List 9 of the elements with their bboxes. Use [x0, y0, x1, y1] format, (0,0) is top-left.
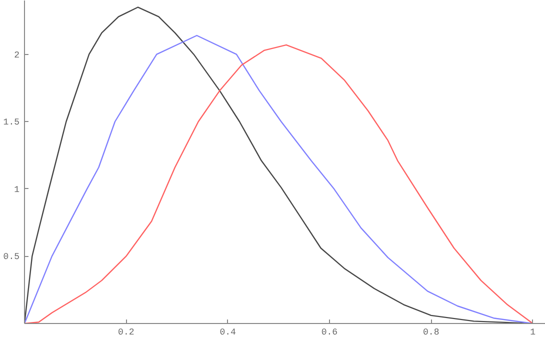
- x-tick-label: 0.2: [118, 328, 134, 337]
- x-tick-label: 1: [530, 328, 536, 337]
- y-tick-label: 1.5: [3, 118, 20, 128]
- x-tick-label: 0.8: [423, 328, 440, 337]
- y-tick-label: 1: [14, 184, 20, 195]
- x-tick-label: 0.4: [220, 328, 236, 337]
- y-tick-label: 0.5: [3, 252, 20, 262]
- y-tick-label: 2: [14, 50, 20, 60]
- x-tick-label: 0.6: [321, 328, 338, 337]
